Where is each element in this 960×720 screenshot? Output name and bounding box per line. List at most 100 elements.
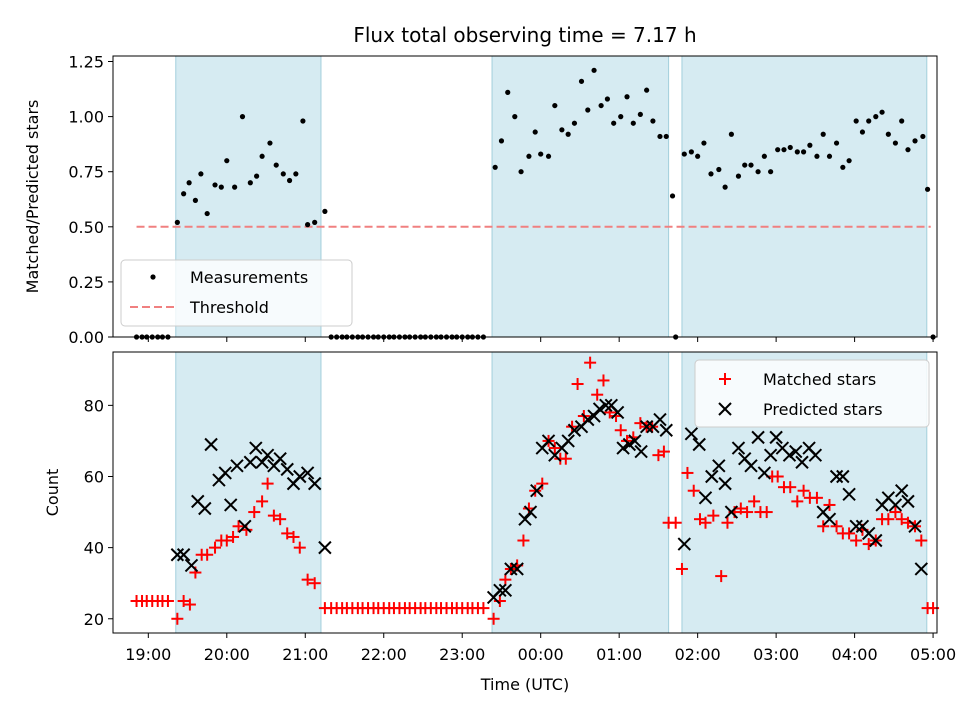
matched-star-point bbox=[734, 502, 747, 515]
predicted-star-point bbox=[300, 466, 315, 480]
matched-star-point bbox=[748, 495, 761, 508]
predicted-star-point bbox=[829, 469, 844, 484]
legend-matched-label: Matched stars bbox=[763, 370, 876, 389]
matched-star-point bbox=[669, 516, 682, 529]
x-tick-label: 04:00 bbox=[832, 645, 878, 664]
predicted-star-point bbox=[587, 409, 601, 423]
top-y-tick-label: 0.25 bbox=[68, 273, 104, 292]
matched-star-point bbox=[274, 513, 287, 526]
predicted-star-point bbox=[659, 423, 673, 437]
predicted-star-point bbox=[510, 562, 524, 576]
predicted-star-point bbox=[198, 501, 212, 516]
predicted-star-point bbox=[692, 437, 706, 452]
measurement-point bbox=[742, 162, 748, 168]
measurement-point bbox=[174, 219, 180, 225]
predicted-star-point bbox=[218, 466, 232, 480]
measurement-point bbox=[853, 118, 859, 124]
bottom-y-tick-label: 20 bbox=[84, 610, 104, 629]
predicted-star-point bbox=[541, 434, 556, 448]
measurement-point bbox=[204, 210, 210, 217]
measurement-point bbox=[800, 149, 807, 155]
measurement-point bbox=[512, 114, 518, 120]
legend-measurements-label: Measurements bbox=[190, 268, 308, 287]
matched-star-point bbox=[267, 509, 280, 522]
measurement-point bbox=[775, 147, 781, 153]
measurement-point bbox=[604, 96, 611, 102]
measurement-point bbox=[866, 118, 872, 124]
predicted-star-point bbox=[238, 519, 252, 533]
bottom-observing-band-2 bbox=[491, 351, 670, 634]
predicted-star-point bbox=[782, 448, 797, 462]
matched-star-point bbox=[715, 570, 728, 583]
predicted-star-point bbox=[705, 469, 719, 484]
predicted-star-point bbox=[567, 423, 582, 437]
matched-star-point bbox=[536, 477, 549, 490]
predicted-star-point bbox=[908, 519, 922, 533]
measurement-point bbox=[286, 177, 293, 184]
matched-star-point bbox=[614, 424, 627, 437]
predicted-star-point bbox=[518, 512, 532, 526]
predicted-star-point bbox=[901, 494, 915, 509]
predicted-star-point bbox=[639, 419, 654, 434]
matched-star-point bbox=[293, 541, 306, 554]
measurement-point bbox=[186, 180, 192, 186]
measurement-point bbox=[899, 118, 905, 124]
matched-star-point bbox=[301, 573, 314, 586]
predicted-star-point bbox=[795, 455, 809, 469]
matched-star-point bbox=[571, 378, 584, 391]
predicted-star-point bbox=[293, 469, 307, 484]
measurement-point bbox=[728, 131, 734, 137]
measurement-point bbox=[859, 129, 866, 135]
predicted-star-point bbox=[530, 484, 544, 498]
predicted-star-point bbox=[493, 583, 507, 598]
predicted-star-point bbox=[842, 487, 856, 501]
measurement-point bbox=[312, 219, 318, 225]
predicted-star-point bbox=[751, 430, 765, 445]
x-axis-label: Time (UTC) bbox=[480, 675, 569, 694]
measurement-point bbox=[254, 173, 260, 179]
legend-threshold-label: Threshold bbox=[189, 298, 269, 317]
measurement-point bbox=[768, 169, 774, 175]
measurement-point bbox=[787, 144, 793, 151]
matched-star-point bbox=[915, 534, 928, 547]
predicted-star-point bbox=[634, 444, 648, 459]
measurement-point bbox=[545, 153, 552, 159]
measurement-point bbox=[701, 140, 707, 146]
matched-star-point bbox=[220, 534, 233, 547]
measurement-point bbox=[644, 87, 650, 93]
x-tick-label: 20:00 bbox=[204, 645, 250, 664]
predicted-star-point bbox=[184, 558, 199, 573]
measurement-point bbox=[650, 118, 656, 124]
matched-star-point bbox=[791, 495, 804, 508]
matched-star-point bbox=[597, 374, 610, 387]
measurement-point bbox=[708, 171, 714, 177]
matched-star-point bbox=[895, 513, 908, 526]
matched-star-point bbox=[559, 452, 572, 465]
x-tick-label: 21:00 bbox=[282, 645, 328, 664]
matched-star-point bbox=[889, 506, 902, 519]
measurement-point bbox=[181, 191, 187, 197]
measurement-point bbox=[591, 67, 597, 73]
predicted-star-point bbox=[698, 491, 713, 505]
measurement-point bbox=[879, 109, 885, 115]
x-tick-label: 02:00 bbox=[675, 645, 721, 664]
bottom-y-tick-label: 60 bbox=[84, 467, 104, 486]
measurement-point bbox=[218, 184, 224, 190]
matched-star-point bbox=[261, 477, 274, 490]
matched-star-point bbox=[810, 491, 823, 504]
matched-star-point bbox=[830, 520, 843, 533]
measurement-point bbox=[794, 149, 800, 155]
matched-star-point bbox=[591, 388, 604, 401]
measurement-point bbox=[892, 140, 899, 146]
predicted-star-point bbox=[592, 402, 607, 416]
measurement-point bbox=[814, 153, 820, 159]
measurement-point bbox=[669, 193, 676, 199]
measurement-point bbox=[585, 107, 591, 113]
matched-star-point bbox=[687, 484, 700, 497]
measurement-point bbox=[748, 162, 754, 168]
matched-star-point bbox=[797, 484, 810, 497]
matched-star-point bbox=[529, 484, 542, 497]
measurement-point bbox=[820, 131, 826, 137]
top-y-tick-label: 0.75 bbox=[68, 163, 104, 182]
predicted-star-point bbox=[498, 583, 513, 598]
